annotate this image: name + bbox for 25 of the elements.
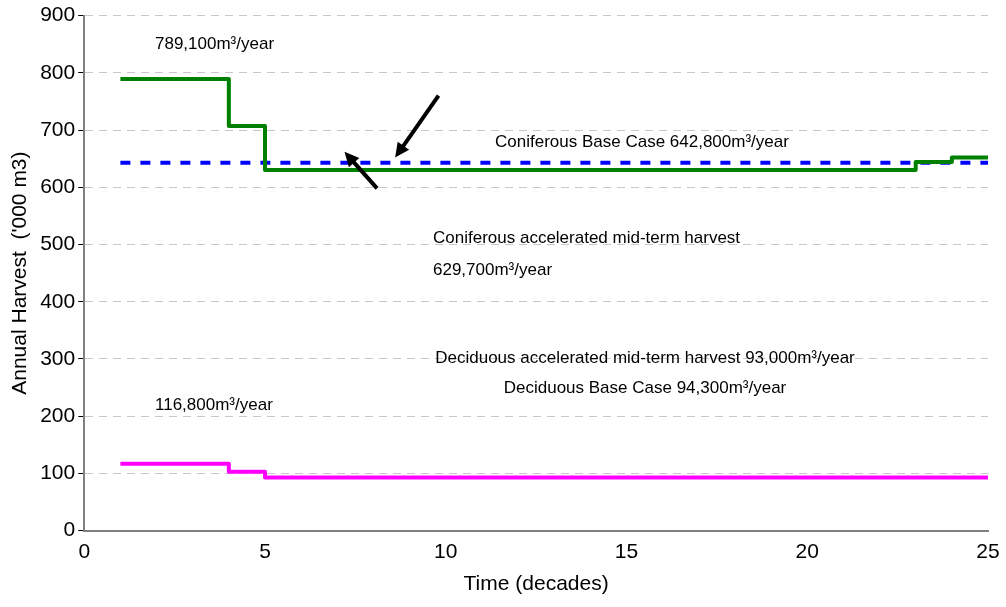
annotation: Deciduous accelerated mid-term harvest 93,000m³/year: [435, 347, 856, 367]
x-axis-title: Time (decades): [463, 571, 609, 595]
annotation: 116,800m³/year: [155, 394, 274, 414]
y-tick-label: 400: [40, 288, 76, 312]
annotation: 629,700m³/year: [433, 259, 553, 279]
x-tick-label: 20: [795, 539, 819, 562]
y-tick-label: 600: [40, 174, 76, 198]
x-tick-label: 0: [78, 539, 91, 562]
y-axis-title: Annual Harvest ('000 m3): [7, 151, 31, 395]
y-tick-label: 0: [63, 517, 76, 541]
x-tick-label: 25: [976, 539, 1000, 562]
y-tick-label: 200: [40, 402, 76, 426]
annotation: Coniferous Base Case 642,800m³/year: [495, 131, 790, 151]
annotation: 789,100m³/year: [155, 33, 275, 53]
y-tick-label: 100: [40, 460, 76, 484]
annotation: Coniferous accelerated mid-term harvest: [433, 227, 741, 247]
x-tick-label: 10: [434, 539, 458, 562]
y-tick-label: 300: [40, 345, 76, 369]
annotation: Deciduous Base Case 94,300m³/year: [503, 377, 787, 397]
y-tick-label: 800: [40, 59, 76, 83]
x-tick-label: 15: [614, 539, 639, 562]
y-tick-label: 500: [40, 231, 76, 255]
y-tick-label: 900: [40, 2, 76, 26]
x-tick-label: 5: [259, 539, 271, 562]
y-tick-label: 700: [40, 116, 76, 140]
